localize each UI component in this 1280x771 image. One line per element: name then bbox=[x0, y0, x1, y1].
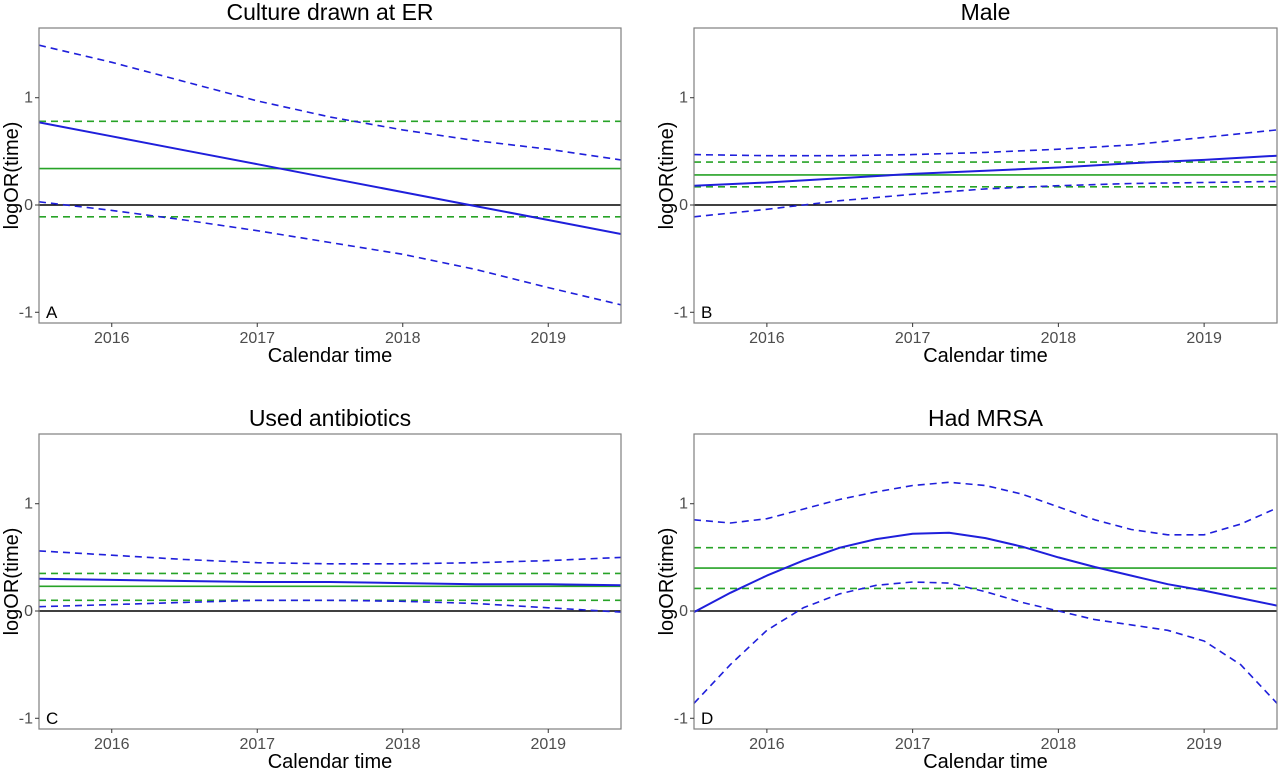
plot-area bbox=[694, 481, 1277, 704]
panel-label: B bbox=[701, 303, 712, 322]
x-tick-label: 2017 bbox=[895, 736, 931, 753]
chart-title: Culture drawn at ER bbox=[226, 0, 433, 25]
y-axis-title: logOR(time) bbox=[1, 528, 23, 636]
plot-area bbox=[39, 550, 621, 613]
x-axis-title: Calendar time bbox=[923, 345, 1048, 367]
y-axis-title: logOR(time) bbox=[1, 122, 23, 230]
x-tick-label: 2018 bbox=[385, 736, 421, 753]
x-tick-label: 2017 bbox=[239, 330, 275, 347]
x-axis-title: Calendar time bbox=[923, 751, 1048, 771]
time-varying-estimate-line bbox=[39, 121, 621, 235]
x-tick-label: 2018 bbox=[1041, 330, 1077, 347]
panel-label: D bbox=[701, 709, 713, 728]
y-tick-label: 1 bbox=[24, 496, 33, 513]
chart-title: Male bbox=[961, 0, 1011, 25]
y-tick-label: 0 bbox=[679, 603, 688, 620]
time-varying-upper-ci-line bbox=[694, 129, 1277, 157]
time-varying-lower-ci-line bbox=[694, 581, 1277, 704]
panel-a: Culture drawn at ER A 2016 2017 2018 2019 -1 0 1… bbox=[1, 0, 622, 367]
x-tick-label: 2018 bbox=[1041, 736, 1077, 753]
time-varying-estimate-line bbox=[694, 531, 1277, 613]
x-axis-title: Calendar time bbox=[268, 345, 393, 367]
time-varying-estimate-line bbox=[39, 577, 621, 587]
chart-title: Used antibiotics bbox=[249, 405, 411, 431]
panel-label: C bbox=[46, 709, 58, 728]
x-tick-label: 2016 bbox=[94, 736, 130, 753]
y-axis-title: logOR(time) bbox=[656, 528, 678, 636]
panel-border bbox=[38, 27, 622, 324]
y-tick-label: 1 bbox=[679, 496, 688, 513]
panel-border bbox=[693, 27, 1278, 324]
y-tick-label: -1 bbox=[19, 304, 33, 321]
panel-border bbox=[38, 433, 622, 730]
panel-b: Male B 2016 2017 2018 2019 -1 0 1 Calendar time lo… bbox=[656, 0, 1278, 367]
time-varying-lower-ci-line bbox=[39, 201, 621, 306]
x-tick-label: 2019 bbox=[1186, 736, 1222, 753]
time-varying-upper-ci-line bbox=[694, 481, 1277, 536]
time-varying-estimate-line bbox=[694, 154, 1277, 187]
panel-c: Used antibiotics C 2016 2017 2018 2019 -1 0 1 Cal… bbox=[1, 405, 622, 771]
x-tick-label: 2019 bbox=[530, 736, 566, 753]
y-tick-label: -1 bbox=[674, 304, 688, 321]
x-tick-label: 2016 bbox=[749, 736, 785, 753]
plot-area bbox=[694, 129, 1277, 218]
x-tick-label: 2016 bbox=[94, 330, 130, 347]
y-tick-label: 0 bbox=[679, 197, 688, 214]
y-tick-label: 1 bbox=[24, 90, 33, 107]
x-tick-label: 2018 bbox=[385, 330, 421, 347]
x-tick-label: 2019 bbox=[530, 330, 566, 347]
x-tick-label: 2017 bbox=[895, 330, 931, 347]
y-tick-label: 0 bbox=[24, 197, 33, 214]
time-varying-upper-ci-line bbox=[39, 44, 621, 161]
y-tick-label: 1 bbox=[679, 90, 688, 107]
y-tick-label: -1 bbox=[674, 710, 688, 727]
panel-label: A bbox=[46, 303, 58, 322]
plot-area bbox=[39, 44, 621, 306]
panel-border bbox=[693, 433, 1278, 730]
time-varying-lower-ci-line bbox=[694, 180, 1277, 218]
time-varying-upper-ci-line bbox=[39, 550, 621, 565]
x-tick-label: 2016 bbox=[749, 330, 785, 347]
y-tick-label: 0 bbox=[24, 603, 33, 620]
x-axis-title: Calendar time bbox=[268, 751, 393, 771]
y-axis-title: logOR(time) bbox=[656, 122, 678, 230]
chart-title: Had MRSA bbox=[928, 405, 1044, 431]
time-varying-lower-ci-line bbox=[39, 599, 621, 613]
panel-d: Had MRSA D 2016 2017 2018 2019 -1 0 1 Calendar ti… bbox=[656, 405, 1278, 771]
x-tick-label: 2017 bbox=[239, 736, 275, 753]
y-tick-label: -1 bbox=[19, 710, 33, 727]
x-tick-label: 2019 bbox=[1186, 330, 1222, 347]
